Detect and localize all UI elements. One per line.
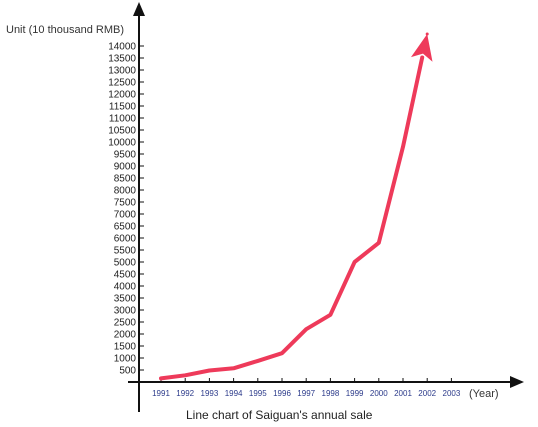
y-tick-label: 13500 (108, 54, 136, 65)
y-tick-label: 6500 (114, 222, 137, 233)
y-tick-label: 12000 (108, 90, 136, 101)
y-tick-label: 3000 (114, 306, 137, 317)
x-ticks: 1991 1992 1993 1994 1995 1996 1997 1998 1999 2000… (152, 378, 461, 398)
y-tick-label: 5000 (114, 258, 137, 269)
x-tick-label: 1999 (346, 389, 364, 398)
data-point (353, 260, 357, 264)
x-tick-label: 1994 (225, 389, 243, 398)
data-point (280, 351, 284, 355)
y-axis-arrow (133, 2, 145, 16)
y-tick-label: 12500 (108, 78, 136, 89)
y-tick-label: 10000 (108, 138, 136, 149)
data-point (328, 313, 332, 317)
data-point (207, 369, 211, 372)
y-axis-label: Unit (10 thousand RMB) (6, 24, 124, 36)
y-tick-label: 500 (119, 366, 136, 377)
y-tick-label: 11000 (109, 114, 137, 125)
chart-title: Line chart of Saiguan's annual sale (186, 408, 373, 422)
y-tick-label: 1500 (114, 342, 137, 353)
y-tick-label: 10500 (108, 126, 136, 137)
x-tick-label: 1995 (249, 389, 267, 398)
x-tick-label: 1996 (273, 389, 291, 398)
y-tick-label: 3500 (114, 294, 137, 305)
y-tick-label: 7500 (114, 198, 137, 209)
x-tick-label: 1992 (176, 389, 194, 398)
data-point (159, 376, 163, 380)
y-tick-label: 2500 (114, 318, 137, 329)
y-tick-label: 8000 (114, 186, 137, 197)
y-tick-label: 9500 (114, 150, 137, 161)
y-tick-label: 8500 (114, 174, 137, 185)
data-point (401, 145, 405, 149)
x-tick-label: 1998 (322, 389, 340, 398)
data-point (256, 359, 260, 363)
x-tick-label: 2003 (443, 389, 461, 398)
series-line (159, 55, 425, 381)
y-tick-label: 14000 (108, 42, 136, 53)
y-tick-label: 5500 (114, 246, 137, 257)
x-tick-label: 2000 (370, 389, 388, 398)
x-axis-label: (Year) (469, 388, 499, 400)
y-tick-label: 13000 (108, 66, 136, 77)
data-point (183, 373, 187, 377)
y-tick-label: 6000 (114, 234, 137, 245)
series (159, 32, 433, 381)
x-tick-label: 2002 (418, 389, 436, 398)
series-arrowhead (411, 34, 433, 62)
y-tick-label: 11500 (109, 102, 137, 113)
data-point (425, 32, 429, 36)
data-point (377, 241, 381, 245)
y-tick-label: 2000 (114, 330, 137, 341)
y-ticks: 5001000150020002500300035004000450050005… (108, 42, 144, 377)
x-tick-label: 1993 (201, 389, 219, 398)
y-tick-label: 9000 (114, 162, 137, 173)
axes (128, 2, 524, 412)
x-axis-arrow (510, 376, 524, 388)
y-tick-label: 4500 (114, 270, 137, 281)
y-tick-label: 4000 (114, 282, 137, 293)
x-tick-label: 2001 (394, 389, 412, 398)
y-tick-label: 1000 (114, 354, 137, 365)
data-point (304, 327, 308, 331)
x-tick-label: 1997 (297, 389, 315, 398)
x-tick-label: 1991 (152, 389, 170, 398)
y-tick-label: 7000 (114, 210, 137, 221)
data-point (232, 366, 236, 370)
